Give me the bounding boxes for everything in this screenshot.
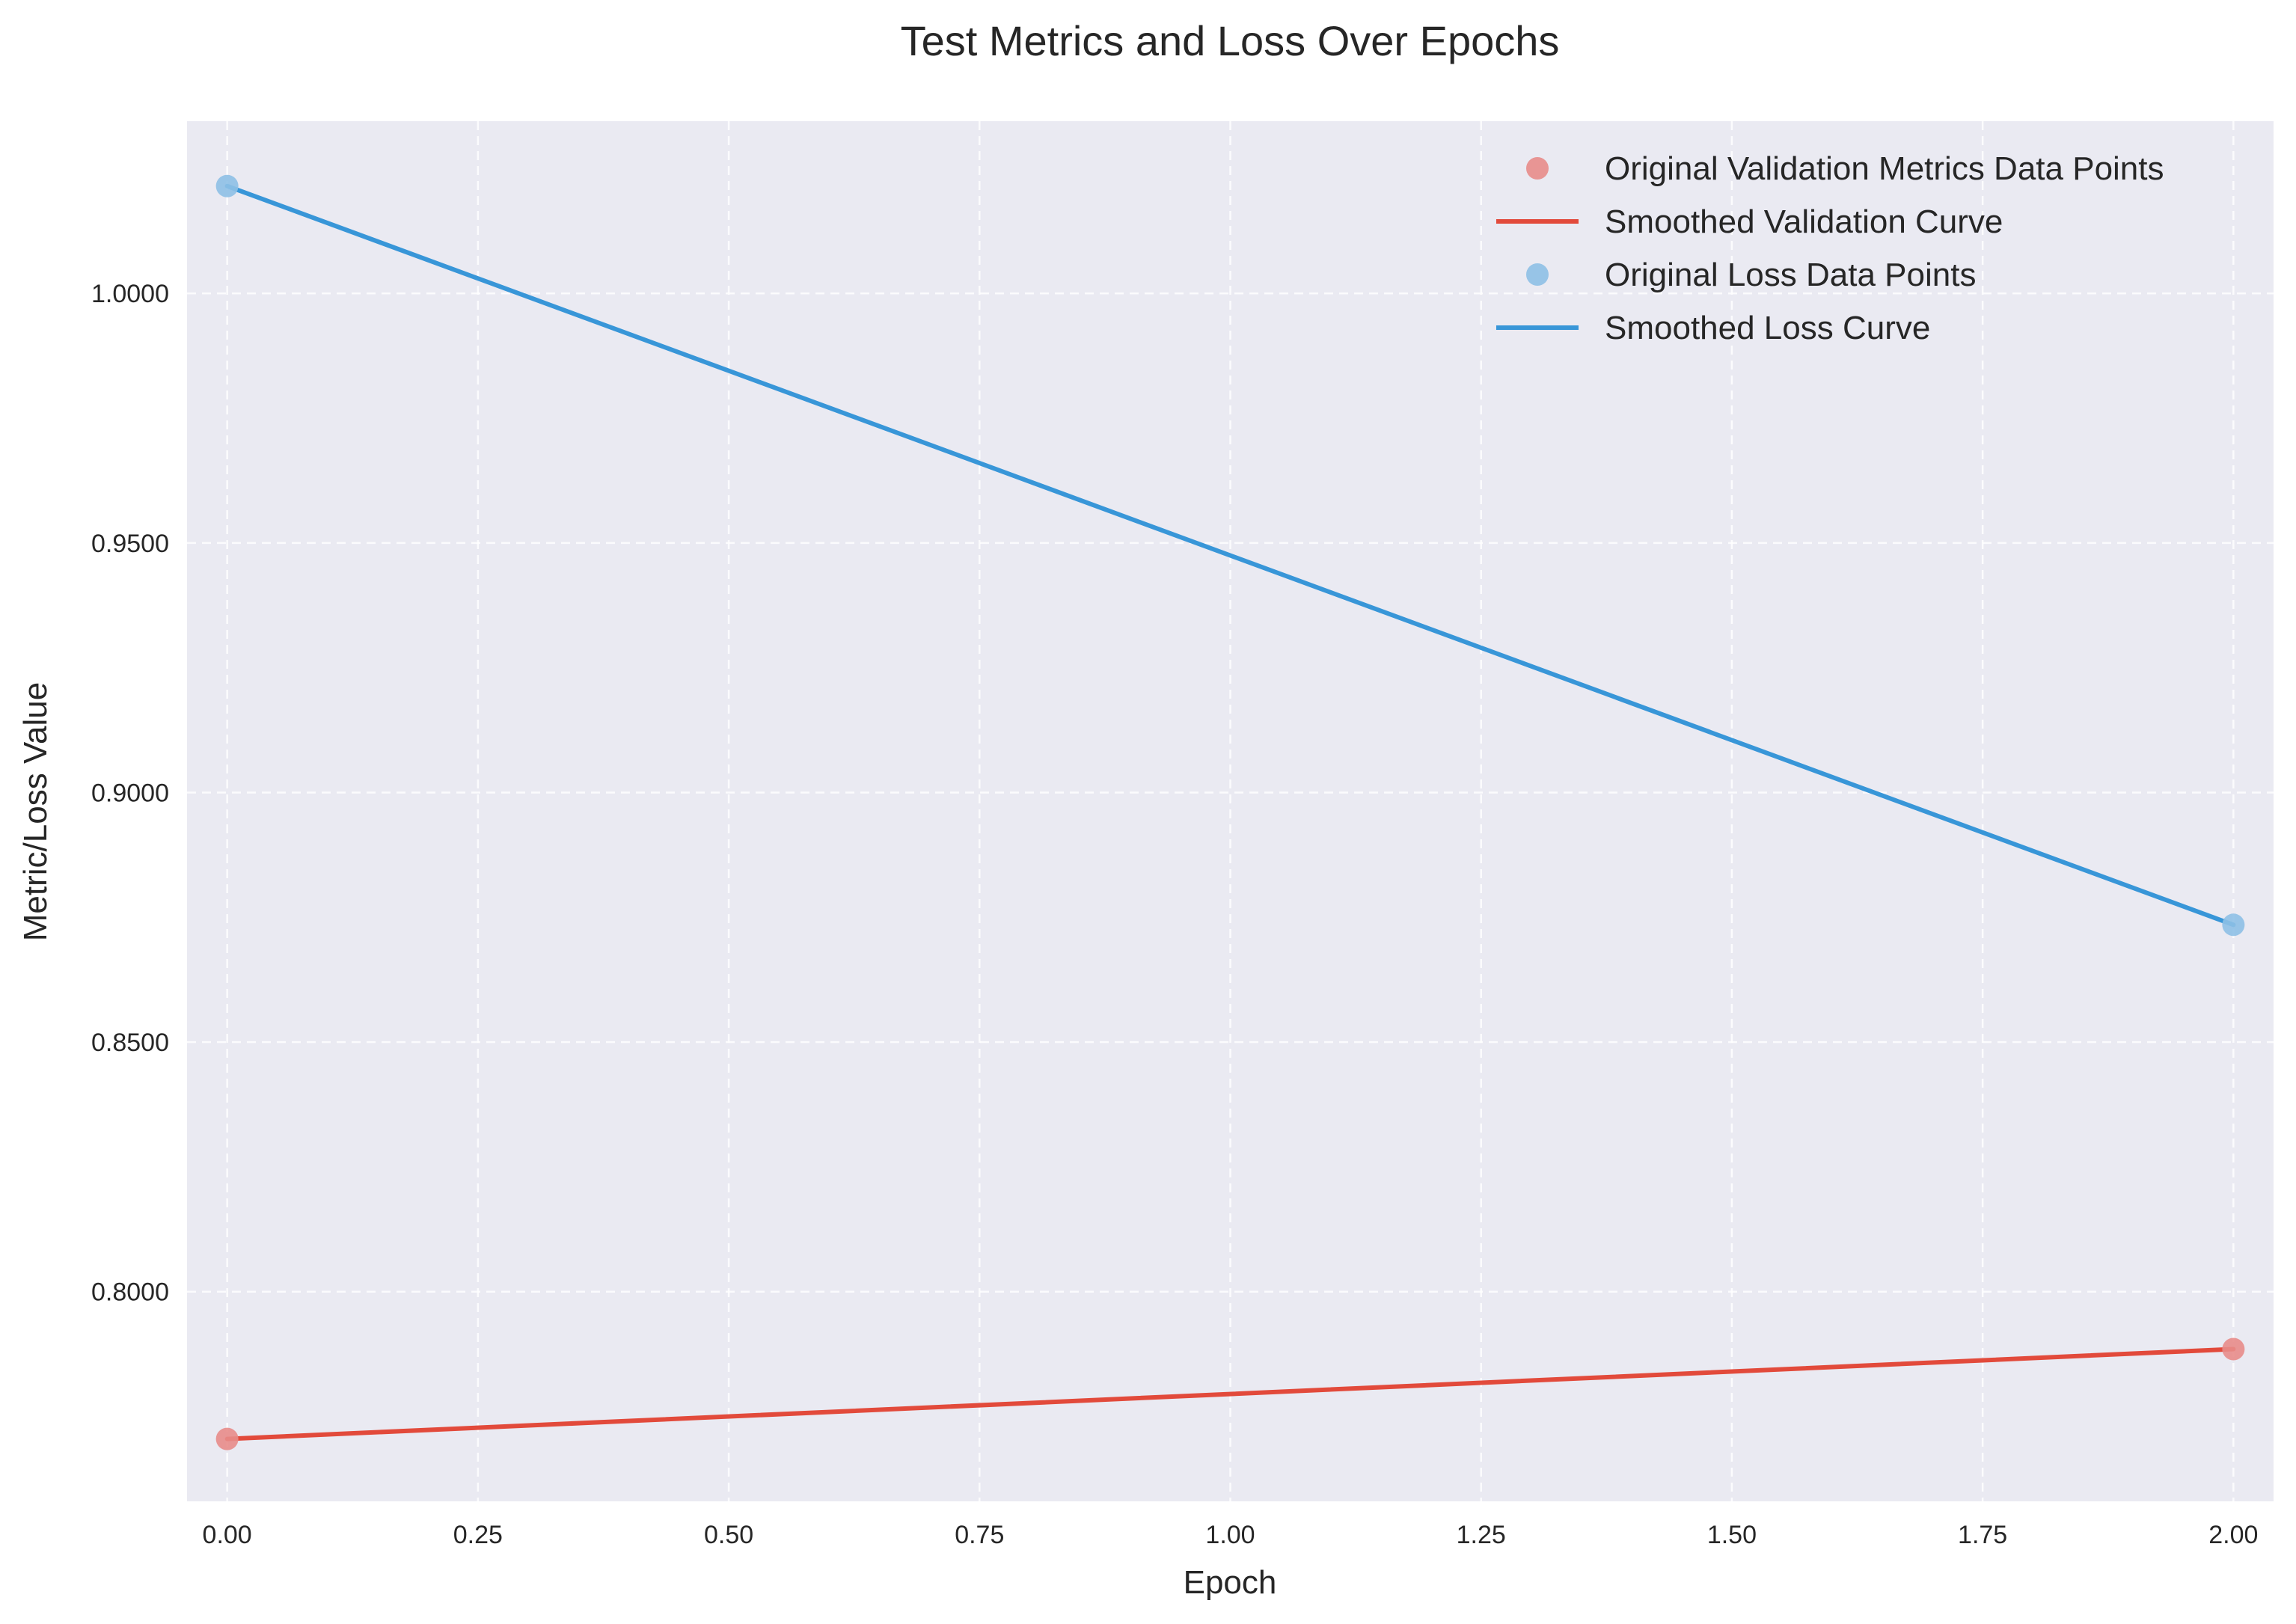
x-tick-label: 0.25 (453, 1521, 503, 1549)
legend-label: Smoothed Loss Curve (1605, 310, 1930, 346)
y-tick-label: 0.9500 (91, 530, 169, 558)
x-tick-label: 0.50 (704, 1521, 753, 1549)
x-tick-label: 0.00 (203, 1521, 252, 1549)
y-tick-label: 1.0000 (91, 280, 169, 308)
legend-marker (1526, 157, 1549, 180)
y-axis-label: Metric/Loss Value (17, 682, 54, 941)
y-axis-ticks: 0.8000 0.8500 0.9000 0.9500 1.0000 (91, 280, 169, 1307)
series-line (224, 183, 2236, 928)
y-tick-label: 0.8000 (91, 1278, 169, 1307)
x-tick-label: 2.00 (2208, 1521, 2258, 1549)
grid (187, 121, 2274, 1501)
y-tick-label: 0.9000 (91, 779, 169, 807)
legend-label: Smoothed Validation Curve (1605, 203, 2003, 240)
legend-marker (1526, 263, 1549, 286)
x-tick-label: 1.00 (1205, 1521, 1255, 1549)
data-point (2222, 913, 2245, 937)
legend-label: Original Loss Data Points (1605, 257, 1976, 293)
legend: Original Validation Metrics Data Points S… (1496, 150, 2164, 346)
y-tick-label: 0.8500 (91, 1029, 169, 1057)
legend-label: Original Validation Metrics Data Points (1605, 150, 2164, 187)
x-axis-label: Epoch (1184, 1564, 1277, 1601)
x-tick-label: 1.25 (1457, 1521, 1506, 1549)
x-axis-ticks: 0.00 0.25 0.50 0.75 1.00 1.25 1.50 1.75 2.00 (203, 1521, 2259, 1549)
x-tick-label: 1.75 (1958, 1521, 2007, 1549)
data-point (2222, 1337, 2245, 1361)
series-layer (215, 174, 2245, 1450)
data-point (215, 1427, 239, 1450)
chart-title: Test Metrics and Loss Over Epochs (901, 17, 1560, 64)
data-point (215, 174, 239, 197)
x-tick-label: 1.50 (1707, 1521, 1757, 1549)
series-line (224, 1346, 2236, 1441)
x-tick-label: 0.75 (955, 1521, 1004, 1549)
